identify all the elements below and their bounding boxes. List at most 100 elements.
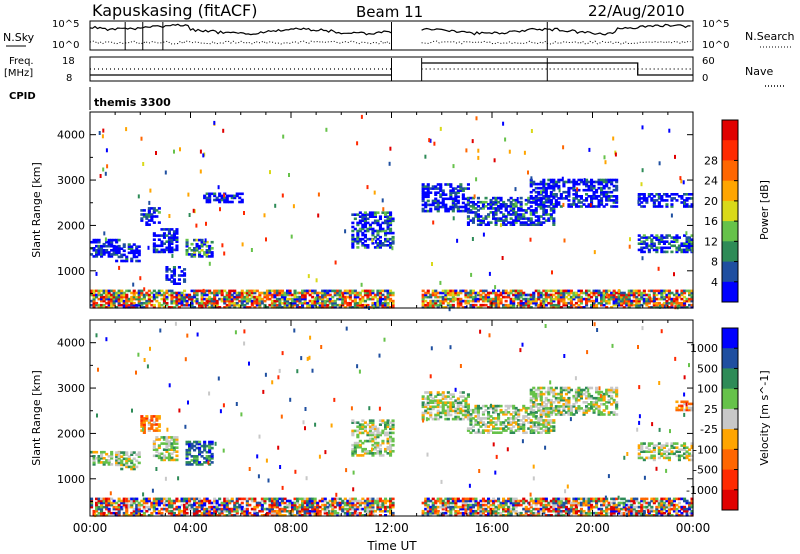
near-range-cell [258,293,262,297]
near-range-cell [600,291,604,295]
near-range-cell [110,293,114,297]
scatter-cell [642,246,646,250]
scatter-cell [152,211,156,214]
scatter-cell [105,251,109,254]
scatter-cell [610,180,614,184]
scatter-cell [524,408,528,412]
scatter-cell [162,236,166,239]
speckle-cell [455,202,458,207]
scatter-cell [376,452,380,455]
near-range-cell [577,299,581,303]
near-range-cell [293,507,297,511]
near-range-cell [150,501,154,505]
near-range-cell [353,297,357,301]
near-range-cell [203,507,207,511]
near-range-cell [235,291,239,295]
scatter-cell [421,411,425,415]
scatter-cell [162,456,166,460]
near-range-cell [499,291,503,295]
near-range-cell [270,497,274,501]
scatter-cell [170,274,174,277]
near-range-cell [321,291,325,295]
scatter-cell [449,193,453,196]
scatter-cell [572,193,576,196]
scatter-cell [361,217,365,221]
scatter-cell [376,244,380,247]
near-range-cell [303,505,307,509]
scatter-cell [647,248,651,252]
speckle-cell [448,307,451,312]
scatter-cell [597,186,601,190]
near-range-cell [321,295,325,299]
near-range-cell [504,291,508,295]
scatter-cell [688,452,692,456]
near-range-cell [366,291,370,295]
scatter-cell [637,195,641,198]
near-range-cell [100,303,104,307]
scatter-cell [351,421,355,424]
scatter-cell [444,397,448,400]
near-range-cell [165,503,169,507]
scatter-cell [426,407,430,411]
near-range-cell [200,289,204,293]
scatter-cell [479,406,483,410]
scatter-cell [476,219,480,222]
near-range-cell [677,301,681,305]
scatter-cell [662,250,666,254]
near-range-cell [175,295,179,299]
near-range-cell [117,499,121,503]
near-range-cell [426,306,430,309]
scatter-cell [502,223,506,226]
velocity-scatter [90,321,694,518]
near-range-cell [278,301,282,305]
near-range-cell [381,301,385,305]
near-range-cell [92,297,96,301]
near-range-cell [235,505,239,509]
scatter-cell [542,386,546,390]
near-range-cell [157,291,161,295]
near-range-cell [240,291,244,295]
scatter-cell [585,205,589,208]
scatter-cell [675,199,679,202]
scatter-cell [481,413,485,416]
near-range-cell [152,306,156,309]
near-range-cell [230,303,234,307]
near-range-cell [243,297,247,301]
scatter-cell [441,189,445,192]
scatter-cell [165,276,169,279]
scatter-cell [115,459,119,462]
scatter-cell [130,249,134,253]
near-range-cell [230,507,234,511]
scatter-cell [378,431,382,435]
near-range-cell [429,295,433,299]
scatter-cell [640,248,644,252]
scatter-cell [517,200,521,204]
scatter-cell [592,186,596,190]
near-range-cell [296,295,300,299]
near-range-cell [115,511,119,515]
near-range-cell [597,293,601,297]
scatter-cell [105,240,109,244]
scatter-cell [652,248,656,252]
scatter-cell [363,229,367,233]
scatter-cell [675,408,679,412]
near-range-cell [444,299,448,303]
scatter-cell [667,458,671,462]
scatter-cell [615,390,619,394]
near-range-cell [311,509,315,513]
scatter-cell [554,182,558,186]
scatter-cell [97,238,101,242]
near-range-cell [112,511,116,515]
near-range-cell [564,295,568,299]
scatter-cell [647,193,651,196]
scatter-cell [100,251,104,254]
near-range-cell [602,299,606,303]
scatter-cell [351,237,355,241]
near-range-cell [376,303,380,307]
near-range-cell [303,297,307,301]
near-range-cell [265,291,269,295]
scatter-cell [494,200,498,204]
scatter-cell [167,236,171,239]
scatter-cell [660,205,664,208]
near-range-cell [564,289,568,293]
